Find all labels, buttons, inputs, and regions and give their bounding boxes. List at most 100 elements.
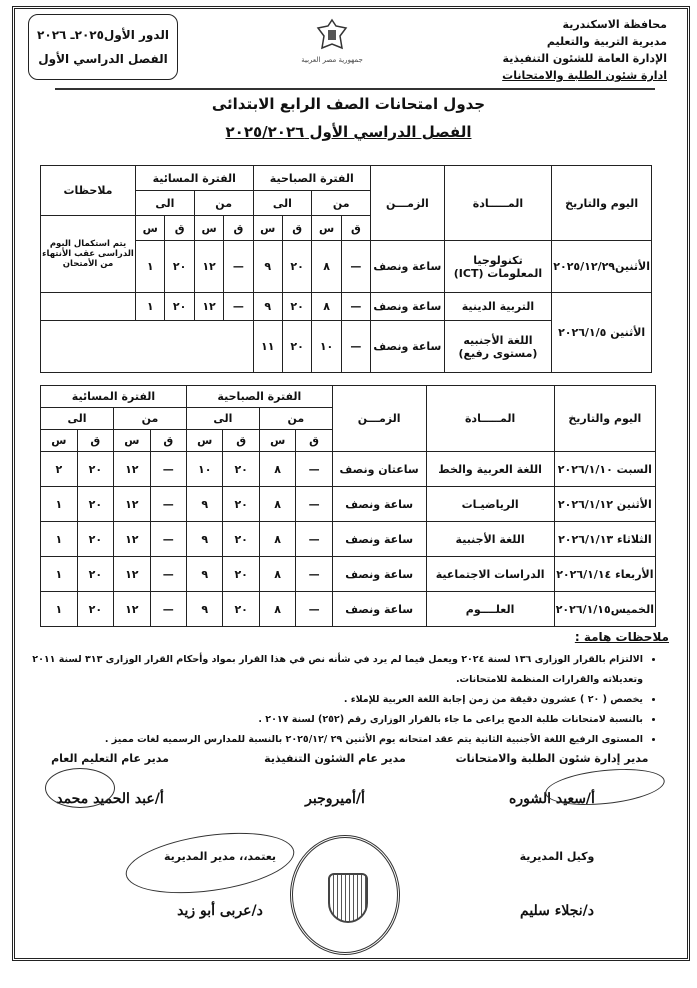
subject-cell: العلــــوم xyxy=(425,591,555,627)
header-minute: ق xyxy=(223,215,254,241)
note-item: الالتزام بالقرار الوزارى ١٣٦ لسنة ٢٠٢٤ و… xyxy=(21,650,643,690)
note-item: بالنسبة لامتحانات طلبة الدمج يراعى ما جا… xyxy=(21,710,643,730)
divider xyxy=(55,88,655,90)
signature-name: د/نجلاء سليم xyxy=(520,903,594,919)
header-row: ق س ق س ق س ق س يتم استكمال اليوم الدراسى عقب ال… xyxy=(40,215,652,293)
time-cell: ١٠ xyxy=(185,451,224,487)
time-cell: ٢٠ xyxy=(222,451,260,487)
time-cell: — xyxy=(340,320,372,373)
time-cell: ٢ xyxy=(40,451,78,487)
header-minute: ق xyxy=(222,429,260,452)
header-date: اليوم والتاريخ xyxy=(551,165,652,241)
time-cell: ٢٠ xyxy=(76,591,115,627)
signature-name: أ/سعيد الشوره xyxy=(509,791,595,807)
subject-cell: الدراسات الاجتماعية xyxy=(425,556,555,592)
duration-cell: ساعة ونصف xyxy=(331,486,427,522)
header-hour: س xyxy=(134,215,166,241)
header-to: الى xyxy=(135,190,195,216)
time-cell: ١١ xyxy=(252,320,283,373)
header-duration: الزمـــن xyxy=(331,385,427,452)
header-minute: ق xyxy=(164,215,195,241)
page-title: جدول امتحانات الصف الرابع الابتدائى xyxy=(211,95,486,113)
subject-cell: اللغة الأجنبية xyxy=(425,521,555,557)
header-minute: ق xyxy=(295,429,333,452)
time-cell: — xyxy=(149,451,187,487)
time-cell: ٩ xyxy=(252,292,283,321)
header-minute: ق xyxy=(281,215,313,241)
table-row: الأثنين٢٠٢٥/١٢/٢٩ تكنولوجيا المعلومات (IC… xyxy=(41,240,652,293)
signature-name: أ/أميروجبر xyxy=(305,791,365,807)
time-cell: ٢٠ xyxy=(164,240,195,293)
time-cell: — xyxy=(295,486,333,522)
header-from: من xyxy=(311,190,372,216)
time-cell: ٢٠ xyxy=(222,486,260,522)
time-cell: ١ xyxy=(134,292,166,321)
header-hour: س xyxy=(258,429,297,452)
time-cell: — xyxy=(223,292,254,321)
time-cell: ٢٠ xyxy=(76,486,115,522)
time-cell: ٢٠ xyxy=(76,521,115,557)
duration-cell: ساعتان ونصف xyxy=(331,451,427,487)
header-morning: الفترة الصباحية xyxy=(185,385,333,408)
header-hour: س xyxy=(193,215,225,241)
time-cell: ٨ xyxy=(311,292,342,321)
duration-cell: ساعة ونصف xyxy=(370,240,445,293)
signature-executive-director: مدير عام الشئون التنفيذية أ/أميروجبر xyxy=(240,752,430,807)
time-cell: ١٢ xyxy=(113,521,151,557)
signature-name: د/عربى أبو زيد xyxy=(177,903,263,919)
header-row: اليوم والتاريخ المـــــادة الزمـــن الفترة … xyxy=(40,385,657,452)
session-label: الدور الأول٢٠٢٥ـ ٢٠٢٦ xyxy=(37,28,169,42)
header-from: من xyxy=(193,190,254,216)
signature-role: مدير عام التعليم العام xyxy=(51,752,169,765)
document-border xyxy=(12,6,690,961)
subject-cell: الرياضيـات xyxy=(425,486,555,522)
time-cell: ٨ xyxy=(258,521,297,557)
time-cell: ٨ xyxy=(258,591,297,627)
header-hour: س xyxy=(185,429,224,452)
org-line: مديرية التربية والتعليم xyxy=(546,35,667,48)
subject-cell: التربية الدينية xyxy=(443,292,553,321)
time-cell: ٨ xyxy=(258,556,297,592)
subject-cell: اللغة الأجنبيه (مستوى رفيع) xyxy=(443,320,553,373)
time-cell: — xyxy=(149,521,187,557)
org-line: الإدارة العامة للشئون التنفيذية xyxy=(502,52,667,65)
table-row: الثلاثاء ٢٠٢٦/١/١٣ اللغة الأجنبية ساعة ونص… xyxy=(40,521,657,557)
duration-cell: ساعة ونصف xyxy=(331,521,427,557)
time-cell: ١٢ xyxy=(113,591,151,627)
table-row: الأربعاء ٢٠٢٦/١/١٤ الدراسات الاجتماعية ساع… xyxy=(40,556,657,592)
header-minute: ق xyxy=(340,215,372,241)
header-evening: الفترة المسائية xyxy=(40,385,187,408)
header-evening: الفترة المسائية xyxy=(135,165,254,191)
exam-table-1: اليوم والتاريخ المـــــادة الزمـــن الفترة … xyxy=(40,165,652,373)
duration-cell: ساعة ونصف xyxy=(331,591,427,627)
time-cell: ١ xyxy=(40,556,78,592)
time-cell: ٢٠ xyxy=(164,292,195,321)
emblem-text: جمهورية مصر العربية xyxy=(301,56,363,64)
header-hour: س xyxy=(252,215,283,241)
duration-cell: ساعة ونصف xyxy=(331,556,427,592)
header-hour: س xyxy=(40,429,78,452)
time-cell: ٩ xyxy=(185,521,224,557)
subject-cell: تكنولوجيا المعلومات (ICT) xyxy=(443,240,553,293)
header-date: اليوم والتاريخ xyxy=(553,385,657,452)
time-cell: ١٠ xyxy=(311,320,342,373)
header-to: الى xyxy=(185,407,260,430)
notes-title: ملاحظات هامة : xyxy=(574,630,669,644)
organization-header: محافظة الاسكندرية مديرية التربية والتعلي… xyxy=(502,16,667,84)
table-row: الأثنين ٢٠٢٦/١/٥ التربية الدينية ساعة ونصف… xyxy=(40,292,652,373)
header-to: الى xyxy=(39,407,115,430)
signature-director: يعتمد،، مدير المديرية د/عربى أبو زيد xyxy=(150,850,290,919)
time-cell: ٢٠ xyxy=(281,292,313,321)
time-cell: ١ xyxy=(40,486,78,522)
notes-list: الالتزام بالقرار الوزارى ١٣٦ لسنة ٢٠٢٤ و… xyxy=(21,650,661,750)
header-notes: ملاحظات xyxy=(40,165,136,216)
header-duration: الزمـــن xyxy=(370,165,445,241)
header-subject: المـــــادة xyxy=(443,165,553,241)
header-row: اليوم والتاريخ المـــــادة الزمـــن الفترة … xyxy=(40,165,652,241)
subject-cell: اللغة العربية والخط xyxy=(425,451,555,487)
time-cell: ٢٠ xyxy=(222,591,260,627)
header-hour: س xyxy=(311,215,342,241)
time-cell: — xyxy=(340,292,372,321)
header-from: من xyxy=(113,407,187,430)
header-to: الى xyxy=(252,190,313,216)
